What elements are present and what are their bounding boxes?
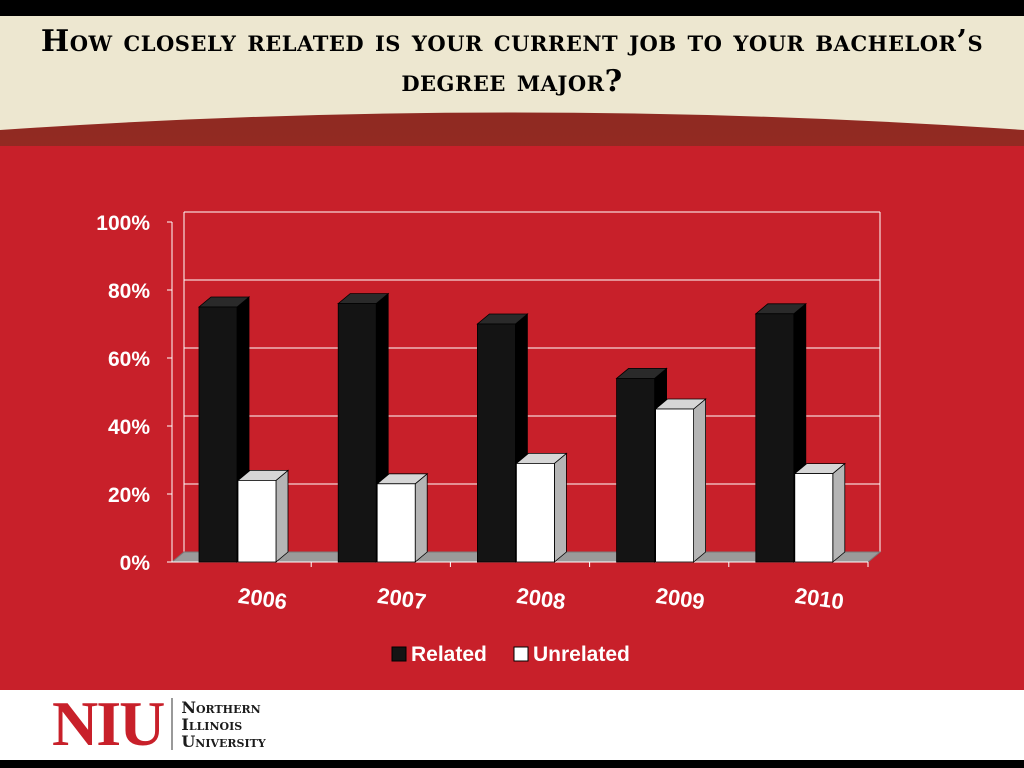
bar-unrelated-2006	[237, 479, 277, 563]
y-tick-label: 100%	[96, 212, 150, 235]
logo-mark: NIU	[52, 688, 165, 759]
legend-label-related: Related	[411, 643, 487, 666]
x-tick-label: 2007	[376, 583, 428, 615]
x-tick-label: 2009	[654, 583, 706, 615]
bar-side-unrelated-2008	[554, 452, 567, 563]
top-bar	[0, 0, 1024, 16]
bar-related-2008	[476, 323, 516, 563]
bar-chart: 0% 20% 40% 60% 80% 100% 2006 2007 2008 2009 2010 Re…	[96, 212, 882, 666]
x-tick-label: 2008	[515, 583, 567, 615]
y-tick-label: 0%	[120, 552, 151, 575]
bar-unrelated-2008	[516, 462, 555, 563]
bar-side-unrelated-2009	[693, 398, 706, 563]
legend-label-unrelated: Unrelated	[533, 643, 630, 666]
logo-name-line-2: Illinois	[181, 714, 243, 734]
logo-divider	[171, 698, 174, 750]
y-tick-label: 20%	[108, 484, 150, 507]
x-tick-label: 2006	[237, 583, 289, 615]
chart-title: How closely related is your current job …	[40, 24, 984, 99]
legend-swatch-related	[391, 646, 407, 662]
logo-name-line-1: Northern	[181, 697, 261, 717]
bar-related-2010	[755, 313, 795, 563]
bar-side-unrelated-2007	[414, 472, 428, 563]
bar-side-unrelated-2010	[832, 462, 846, 563]
bar-related-2009	[616, 377, 655, 563]
bar-related-2007	[337, 303, 377, 563]
niu-logo: NIU Northern Illinois University	[52, 688, 266, 759]
y-tick-label: 60%	[108, 348, 150, 371]
bar-unrelated-2007	[376, 483, 416, 563]
bar-unrelated-2009	[655, 408, 694, 563]
bar-related-2006	[198, 306, 238, 563]
y-tick-label: 40%	[108, 416, 150, 439]
logo-name: Northern Illinois University	[181, 699, 265, 750]
legend-swatch-unrelated	[513, 646, 529, 662]
logo-name-line-3: University	[181, 731, 266, 751]
bar-unrelated-2010	[794, 473, 834, 563]
bar-side-unrelated-2006	[275, 469, 289, 563]
y-tick-label: 80%	[108, 280, 150, 303]
bottom-bar	[0, 760, 1024, 768]
x-tick-label: 2010	[793, 583, 845, 615]
